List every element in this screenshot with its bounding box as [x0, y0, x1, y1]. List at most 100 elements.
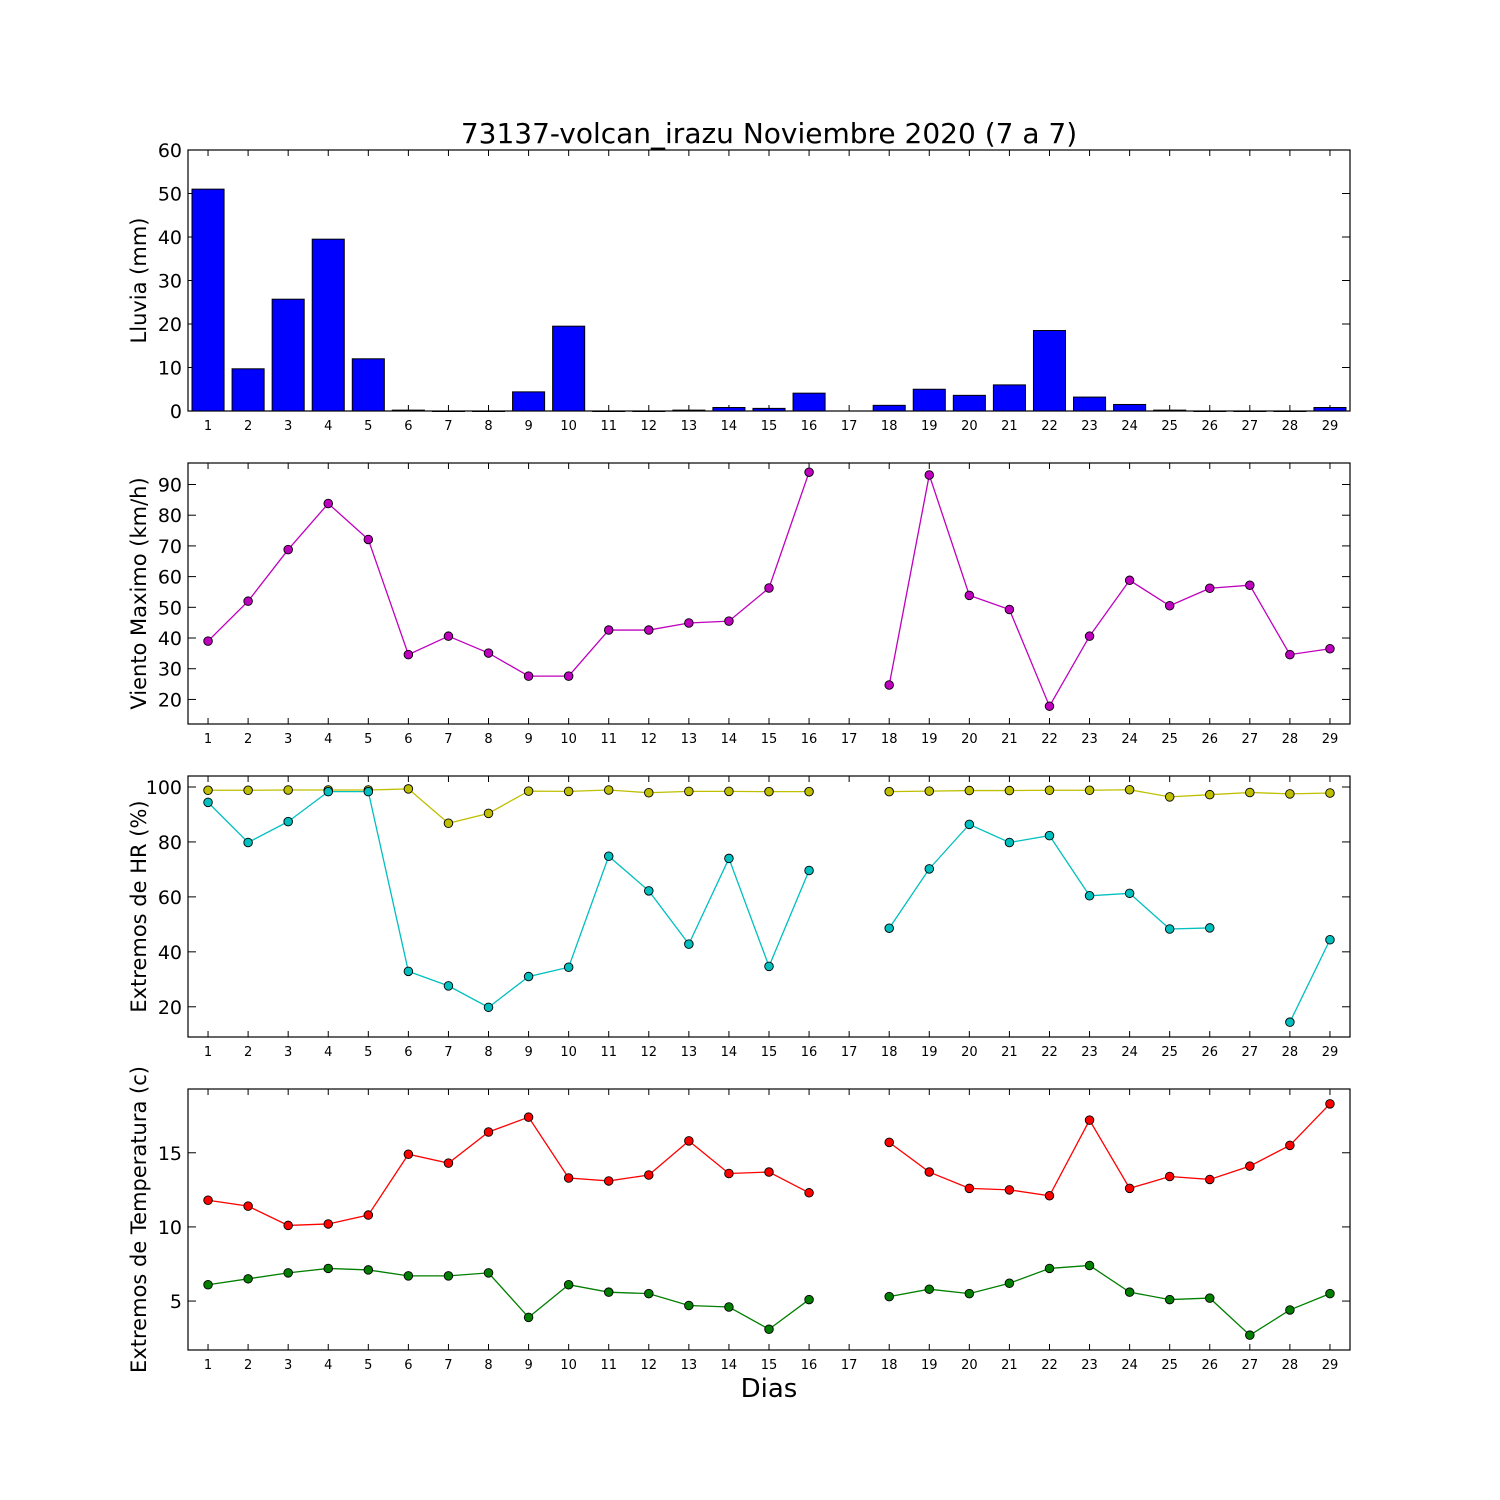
- data-point-day-6: [403, 1149, 414, 1159]
- x-tick-label: 21: [1001, 1045, 1018, 1060]
- bar-day-5: [351, 358, 385, 412]
- x-tick-label: 2: [244, 732, 252, 747]
- data-point-day-25: [1164, 924, 1175, 934]
- data-point-day-10: [563, 962, 574, 972]
- x-tick-label: 2: [244, 1358, 252, 1373]
- x-tick-label: 20: [961, 732, 978, 747]
- series-line: [207, 1267, 810, 1331]
- y-tick-label: 30: [158, 271, 182, 293]
- data-point-day-18: [884, 1137, 894, 1148]
- x-tick-label: 4: [324, 732, 332, 747]
- bar-day-26: [1193, 410, 1227, 412]
- bar-day-1: [191, 188, 225, 412]
- data-point-day-2: [243, 837, 253, 848]
- x-tick-label: 5: [364, 1045, 372, 1060]
- data-point-day-20: [964, 590, 975, 601]
- data-point-day-18: [884, 680, 894, 690]
- x-tick-label: 21: [1001, 732, 1018, 747]
- data-point-day-7: [443, 981, 454, 991]
- x-tick-label: 5: [364, 419, 372, 434]
- x-tick-label: 9: [524, 732, 532, 747]
- bar-day-21: [992, 384, 1026, 412]
- x-tick-label: 17: [841, 419, 858, 434]
- x-tick-label: 10: [560, 1045, 577, 1060]
- data-point-day-25: [1164, 1294, 1175, 1305]
- data-point-day-24: [1124, 888, 1135, 899]
- x-tick-label: 27: [1242, 419, 1259, 434]
- x-tick-label: 7: [444, 1358, 452, 1373]
- bar-day-4: [311, 238, 345, 412]
- x-tick-label: 11: [600, 1045, 617, 1060]
- x-tick-label: 14: [721, 1358, 738, 1373]
- x-tick-label: 4: [324, 1045, 332, 1060]
- data-point-day-3: [283, 544, 293, 555]
- data-point-day-14: [724, 853, 734, 864]
- data-point-day-7: [443, 818, 454, 829]
- y-tick-label: 60: [158, 567, 182, 589]
- x-tick-label: 10: [560, 732, 577, 747]
- data-point-day-16: [804, 467, 814, 477]
- x-tick-label: 21: [1001, 419, 1018, 434]
- data-point-day-12: [644, 625, 654, 635]
- x-tick-label: 25: [1161, 732, 1178, 747]
- x-tick-label: 9: [524, 1358, 532, 1373]
- data-point-day-1: [203, 785, 213, 796]
- x-tick-label: 4: [324, 419, 332, 434]
- x-tick-label: 6: [404, 419, 412, 434]
- x-tick-label: 28: [1282, 1045, 1299, 1060]
- y-tick-label: 40: [158, 942, 182, 964]
- bar-day-13: [672, 409, 706, 412]
- data-point-day-29: [1325, 1288, 1335, 1299]
- bar-day-2: [231, 368, 265, 412]
- bar-day-19: [912, 388, 946, 412]
- x-tick-label: 22: [1041, 732, 1058, 747]
- x-axis-label: Dias: [741, 1374, 798, 1404]
- x-tick-label: 6: [404, 1045, 412, 1060]
- x-tick-label: 13: [681, 1358, 698, 1373]
- y-tick-label: 60: [158, 887, 182, 909]
- x-tick-label: 15: [761, 732, 778, 747]
- data-point-day-14: [724, 1168, 734, 1179]
- x-tick-label: 18: [881, 1045, 898, 1060]
- data-point-day-2: [243, 596, 253, 606]
- y-tick-label: 100: [146, 777, 182, 799]
- data-point-day-8: [483, 1268, 494, 1278]
- data-point-day-11: [603, 851, 614, 861]
- data-point-day-12: [644, 788, 654, 798]
- data-point-day-16: [804, 786, 814, 797]
- series-line: [208, 788, 810, 824]
- x-tick-label: 20: [961, 1045, 978, 1060]
- data-point-day-21: [1004, 837, 1015, 848]
- data-point-day-13: [684, 1136, 694, 1146]
- data-point-day-5: [363, 534, 374, 545]
- data-point-day-23: [1084, 891, 1095, 901]
- data-point-day-22: [1044, 1263, 1055, 1274]
- x-tick-label: 29: [1322, 732, 1339, 747]
- x-tick-label: 7: [444, 732, 452, 747]
- data-point-day-1: [203, 636, 213, 646]
- data-point-day-10: [563, 671, 574, 681]
- data-point-day-19: [924, 1284, 935, 1294]
- x-tick-label: 26: [1201, 419, 1218, 434]
- data-point-day-27: [1245, 580, 1255, 590]
- data-point-day-11: [603, 785, 614, 795]
- data-point-day-22: [1044, 785, 1055, 796]
- data-point-day-25: [1164, 1171, 1175, 1182]
- data-point-day-28: [1285, 649, 1295, 660]
- x-tick-label: 24: [1121, 419, 1138, 434]
- data-point-day-23: [1084, 631, 1095, 641]
- x-tick-label: 3: [284, 732, 292, 747]
- x-tick-label: 19: [921, 1358, 938, 1373]
- x-tick-label: 23: [1081, 1358, 1098, 1373]
- x-tick-label: 22: [1041, 1358, 1058, 1373]
- data-point-day-23: [1084, 1115, 1095, 1125]
- x-tick-label: 3: [284, 419, 292, 434]
- data-point-day-24: [1124, 784, 1135, 795]
- x-tick-label: 9: [524, 1045, 532, 1060]
- data-point-day-6: [403, 1271, 414, 1281]
- x-tick-label: 8: [484, 732, 492, 747]
- data-point-day-15: [764, 961, 774, 972]
- data-point-day-29: [1325, 788, 1335, 798]
- data-point-day-26: [1205, 1174, 1215, 1185]
